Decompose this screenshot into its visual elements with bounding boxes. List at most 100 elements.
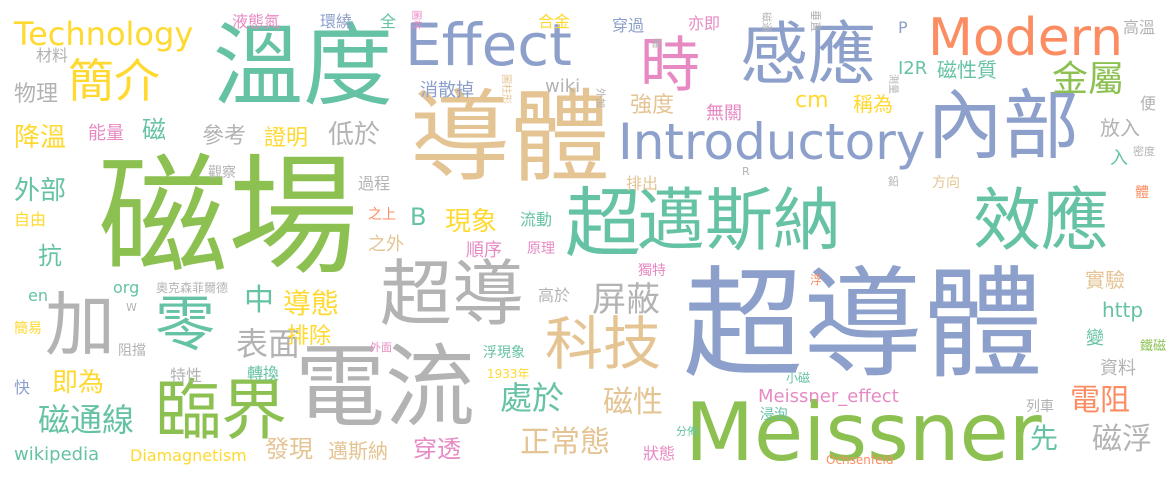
word-convert: 轉換: [247, 364, 280, 383]
word-wikipedia: wikipedia: [14, 444, 100, 465]
word-resistance: 電阻: [1070, 383, 1130, 418]
word-w: W: [126, 301, 137, 314]
word-free: 自由: [14, 210, 47, 229]
word-1933: 1933年: [487, 367, 530, 381]
word-metal: 金屬: [1052, 59, 1125, 100]
word-en: en: [28, 286, 48, 305]
word-magnetic-property: 磁性質: [937, 58, 997, 82]
word-current: 電流: [295, 335, 475, 440]
word-outer-surface: 外面: [370, 341, 392, 354]
word-technology: Technology: [14, 15, 194, 53]
word-material: 材料: [36, 46, 69, 65]
word-induction: 感應: [740, 16, 877, 95]
word-prove: 證明: [264, 126, 309, 151]
word-middle: 中: [244, 283, 274, 318]
word-that-is: 亦即: [688, 14, 721, 33]
word-vertical: 垂直: [809, 10, 822, 32]
word-phenomenon: 現象: [445, 207, 498, 237]
word-body: 體: [1135, 185, 1149, 201]
word-modern: Modern: [928, 8, 1124, 68]
word-physics: 物理: [14, 82, 59, 107]
word-cm: cm: [795, 88, 829, 113]
word-maglev: 磁浮: [1092, 422, 1152, 457]
word-direction: 方向: [932, 175, 960, 191]
word-conducting-state: 導態: [283, 287, 340, 320]
word-meissner: Meissner: [685, 386, 1042, 479]
word-enter: 入: [1110, 148, 1128, 169]
word-surface: 表面: [236, 325, 301, 363]
word-state: 狀態: [643, 444, 676, 463]
word-called: 稱為: [853, 92, 893, 116]
word-pass-through: 穿過: [612, 16, 645, 35]
word-intensity: 強度: [630, 93, 675, 118]
word-train: 列車: [1026, 399, 1054, 415]
word-all: 全: [380, 12, 397, 31]
word-above: 之上: [368, 207, 396, 223]
word-dissipate: 消散掉: [420, 80, 474, 101]
word-process: 過程: [358, 174, 391, 193]
word-critical: 臨界: [155, 372, 287, 449]
word-maisina-2: 邁斯納: [328, 439, 388, 463]
word-tech-zh: 科技: [545, 310, 662, 378]
word-levitation: 浮現象: [483, 345, 525, 361]
word-measure: 測量: [887, 74, 898, 94]
word-ochsenfeld: Ochsenfeld: [826, 453, 894, 467]
word-lead: 鉛: [888, 175, 899, 188]
word-fast: 快: [14, 378, 31, 397]
word-org: org: [113, 278, 140, 297]
word-penetrate: 穿透: [413, 435, 461, 463]
word-below: 低於: [328, 120, 381, 150]
word-surround: 環繞: [320, 12, 353, 31]
word-time: 時: [640, 31, 700, 101]
word-superconductor: 超導體: [683, 256, 1043, 395]
word-discover: 發現: [265, 435, 313, 463]
word-discharge: 排出: [626, 174, 659, 193]
word-characteristic: 特性: [170, 366, 203, 385]
word-float: 浮: [810, 273, 823, 287]
word-axis: 軸: [650, 38, 661, 48]
word-diamagnetism: Diamagnetism: [130, 446, 247, 465]
word-density: 密度: [1133, 145, 1155, 158]
word-alloy: 合金: [538, 12, 571, 31]
word-unique: 獨特: [638, 263, 666, 279]
word-small-magnet: 小磁: [786, 371, 811, 385]
word-wiki: wiki: [545, 76, 581, 97]
word-ochsenfeld-zh: 奧克森菲爾德: [156, 281, 229, 295]
word-experiment: 實驗: [1085, 268, 1125, 292]
word-superconducting: 超導: [380, 252, 525, 336]
word-unrelated: 無關: [706, 103, 742, 124]
word-temperature: 溫度: [213, 14, 393, 119]
word-maisina: 邁斯納: [637, 182, 842, 261]
word-flux: 磁通: [760, 12, 771, 32]
word-r: R: [742, 165, 750, 178]
word-reference: 參考: [202, 124, 247, 149]
word-zero: 零: [155, 290, 215, 360]
word-conductor: 導體: [410, 79, 610, 196]
word-effect-en: Effect: [405, 11, 572, 79]
word-i2r: I2R: [898, 58, 928, 79]
word-cylinder: 圖柱: [410, 10, 421, 30]
word-p: P: [898, 18, 908, 37]
word-namely: 即為: [52, 368, 105, 398]
word-principle: 原理: [527, 241, 555, 257]
word-external: 外部: [14, 176, 67, 206]
word-cooling: 降溫: [14, 123, 67, 153]
word-http: http: [1102, 298, 1144, 322]
word-put-in: 放入: [1100, 116, 1140, 140]
word-in-state: 處於: [500, 379, 565, 417]
word-simple: 簡易: [14, 321, 42, 337]
word-cylindrical: 圖柱形: [500, 74, 511, 104]
word-magnetism: 磁性: [603, 385, 663, 420]
word-applied: 外加: [594, 88, 605, 108]
word-change: 變: [1086, 328, 1104, 349]
word-block: 阻擋: [118, 343, 146, 359]
word-interior: 內部: [927, 81, 1079, 170]
word-magnetic-field: 磁場: [98, 141, 359, 293]
word-introductory: Introductory: [618, 113, 926, 171]
word-resist: 抗: [38, 242, 62, 270]
word-add: 加: [45, 284, 115, 366]
word-immerse: 浸泡: [760, 407, 788, 423]
word-distribution: 分佈: [676, 425, 698, 438]
word-exclude: 排除: [287, 324, 332, 349]
